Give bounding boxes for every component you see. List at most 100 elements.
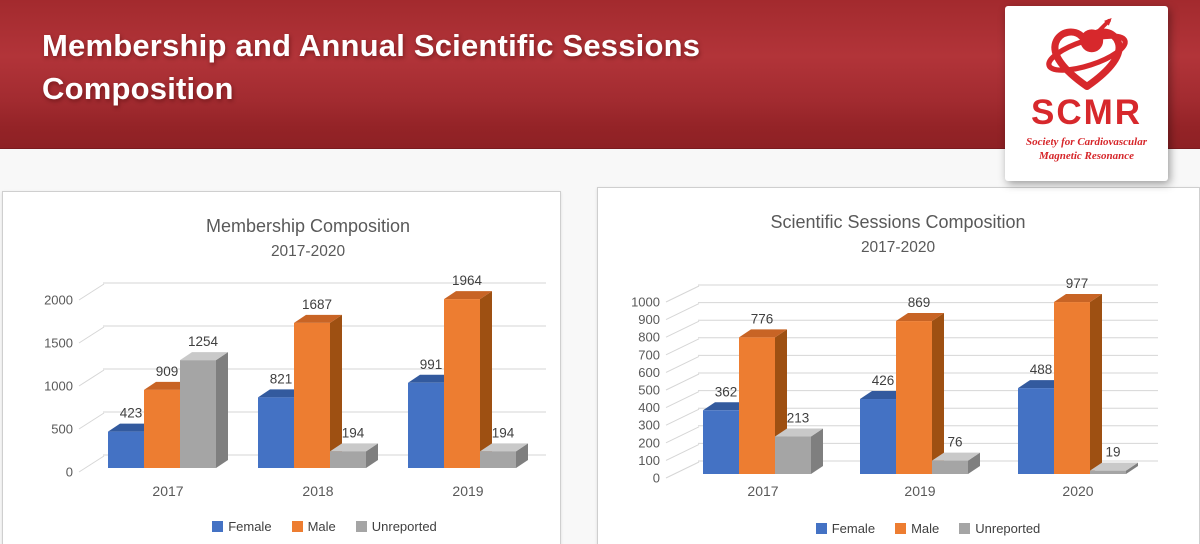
bar-unreported-2018 [330,443,378,452]
bar-value-label: 19 [1105,445,1120,460]
axis-depth-connector [665,391,700,409]
bar-female-2017 [108,431,144,468]
legend-swatch-icon [815,522,827,534]
bar-unreported-2017 [180,360,216,468]
bar-value-label: 1254 [188,334,219,349]
axis-depth-connector [665,285,700,303]
legend-swatch-icon [212,520,224,532]
chart-title: Membership Composition [206,216,410,236]
legend-swatch-icon [959,522,971,534]
bar-male-2019 [932,313,944,474]
bar-female-2017 [703,410,739,474]
category-label: 2017 [152,483,183,499]
legend-label: Unreported [371,518,437,534]
legend-label: Unreported [975,520,1041,536]
bar-male-2019 [444,291,492,300]
y-tick-label: 300 [638,418,660,433]
bar-unreported-2018 [366,443,378,468]
bar-unreported-2017 [775,436,811,474]
bar-value-label: 213 [787,411,810,426]
scmr-logo-subtitle-line2: Magnetic Resonance [1038,150,1135,162]
y-tick-label: 1000 [631,295,660,310]
slide-title-line2: Composition [42,71,234,106]
bar-male-2019 [896,313,944,322]
bar-value-label: 194 [342,425,365,440]
bar-value-label: 991 [420,357,443,372]
bar-unreported-2017 [216,352,228,468]
bar-unreported-2019 [932,460,968,474]
axis-depth-connector [665,303,700,321]
bar-unreported-2019 [932,452,980,461]
chart-legend: Female Male Unreported [698,520,1158,536]
bar-male-2020 [1054,294,1102,303]
axis-depth-connector [665,408,700,426]
bar-value-label: 362 [715,384,738,399]
y-tick-label: 2000 [44,293,73,308]
legend-label: Male [307,518,336,534]
bar-unreported-2017 [811,428,823,474]
category-label: 2019 [452,483,483,499]
axis-depth-connector [78,412,105,430]
bar-male-2017 [739,337,775,474]
chart-subtitle: 2017-2020 [271,243,346,260]
legend-item-unreported: Unreported [959,521,1040,536]
bar-male-2019 [896,321,932,474]
axis-depth-connector [665,355,700,373]
bar-value-label: 977 [1066,276,1089,291]
legend-item-female: Female [815,521,875,536]
y-tick-label: 0 [653,471,660,486]
y-tick-label: 700 [638,347,660,362]
legend-label: Male [911,520,940,536]
membership-chart: 0 500 1000 1500 2000 2017 2018 2019 423 909 1254 82… [3,192,558,544]
bar-value-label: 76 [947,435,962,450]
bar-female-2018 [258,397,294,468]
legend-swatch-icon [291,520,303,532]
chart-legend: Female Male Unreported [103,518,546,534]
bar-unreported-2017 [775,428,823,437]
y-tick-label: 800 [638,330,660,345]
axis-depth-connector [78,455,105,473]
bar-value-label: 909 [156,364,179,379]
legend-item-male: Male [895,521,939,536]
bar-male-2019 [480,291,492,468]
y-tick-label: 400 [638,400,660,415]
y-tick-label: 0 [66,465,73,480]
chart-subtitle: 2017-2020 [861,239,936,256]
bar-unreported-2017 [180,352,228,361]
y-tick-label: 900 [638,312,660,327]
legend-item-female: Female [212,518,272,534]
category-label: 2020 [1062,483,1093,499]
bar-male-2018 [294,314,342,323]
bar-value-label: 488 [1030,362,1053,377]
axis-depth-connector [78,326,105,344]
header-banner: Membership and Annual Scientific Session… [0,0,1200,149]
bar-unreported-2019 [516,443,528,468]
y-tick-label: 200 [638,435,660,450]
sessions-chart-panel: 0 100 200 300 400 500 600 700 800 900 1000 2017 2019… [597,187,1200,544]
chart-plot-area: 0 100 200 300 400 500 600 700 800 900 1000 2017 2019… [631,212,1158,499]
scmr-logo-acronym: SCMR [1030,93,1143,132]
legend-item-male: Male [291,518,336,534]
bar-unreported-2020 [1126,462,1138,474]
bar-male-2019 [444,299,480,468]
bar-value-label: 426 [872,373,895,388]
bar-value-label: 821 [270,371,293,386]
bar-unreported-2019 [968,452,980,474]
membership-chart-panel: 0 500 1000 1500 2000 2017 2018 2019 423 909 1254 82… [2,191,561,544]
legend-swatch-icon [355,520,367,532]
axis-depth-connector [78,283,105,301]
y-tick-label: 500 [638,383,660,398]
y-tick-label: 1500 [44,336,73,351]
bar-value-label: 869 [908,295,931,310]
bar-male-2020 [1054,302,1090,474]
axis-depth-connector [78,369,105,387]
bar-male-2018 [294,322,330,468]
scmr-logo-subtitle: Society for Cardiovascular Magnetic Reso… [1005,135,1168,163]
axis-depth-connector [665,461,700,479]
sessions-chart: 0 100 200 300 400 500 600 700 800 900 1000 2017 2019… [598,188,1197,544]
bar-value-label: 1964 [452,273,483,288]
legend-label: Female [228,518,272,534]
axis-depth-connector [665,320,700,338]
bar-male-2020 [1090,294,1102,474]
